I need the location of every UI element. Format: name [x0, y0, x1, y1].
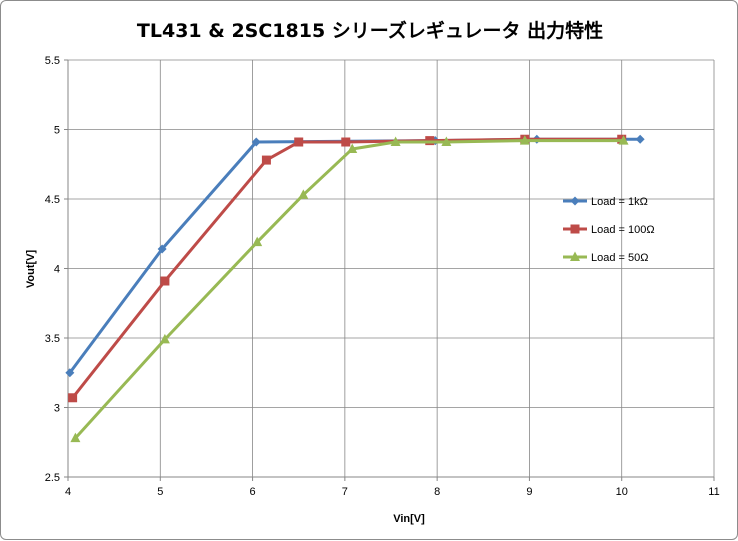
data-point [159, 333, 170, 344]
x-tick-label: 6 [250, 486, 256, 498]
data-point [519, 135, 530, 145]
data-point [251, 137, 261, 147]
data-point [65, 368, 75, 378]
x-tick-label: 9 [526, 486, 532, 498]
legend-label: Load = 1kΩ [591, 196, 648, 208]
y-tick-label: 4.5 [45, 194, 60, 206]
legend-triangle-marker [570, 251, 580, 261]
y-tick-label: 3.5 [45, 333, 60, 345]
series-layer [65, 134, 645, 443]
data-point [298, 189, 309, 199]
y-tick-label: 4 [54, 264, 60, 276]
y-tick-labels: 2.5 3 3.5 4 4.5 5 5.5 [45, 55, 60, 484]
data-point [252, 236, 263, 247]
x-tick-label: 5 [157, 486, 163, 498]
x-tick-labels: 4 5 6 7 8 9 10 11 [65, 486, 720, 498]
data-point [294, 137, 304, 147]
y-tick-label: 5 [54, 125, 60, 137]
data-point [68, 393, 78, 403]
legend-label: Load = 50Ω [591, 252, 648, 264]
data-point [70, 432, 81, 443]
data-point [261, 155, 271, 165]
legend-diamond-marker [570, 196, 580, 206]
data-point [347, 143, 358, 153]
y-tick-label: 3 [54, 403, 60, 415]
data-point [618, 135, 629, 145]
data-point [157, 244, 167, 254]
series-3 [70, 135, 629, 443]
x-tick-label: 10 [616, 486, 628, 498]
data-point [441, 136, 452, 147]
x-tick-label: 8 [434, 486, 440, 498]
y-axis-label: Vout[V] [25, 250, 37, 289]
y-tick-label: 2.5 [45, 472, 60, 484]
data-point [390, 136, 401, 147]
legend-item: Load = 50Ω [563, 251, 648, 264]
chart-title: TL431 & 2SC1815 シリーズレギュレータ 出力特性 [137, 19, 603, 42]
y-tick-label: 5.5 [45, 55, 60, 67]
legend-item: Load = 100Ω [563, 224, 655, 236]
axes [64, 59, 715, 481]
x-tick-label: 4 [65, 486, 71, 498]
x-tick-label: 11 [708, 486, 719, 498]
x-tick-label: 7 [342, 486, 348, 498]
legend-label: Load = 100Ω [591, 224, 655, 236]
legend: Load = 1kΩ Load = 100Ω Load = 50Ω [563, 196, 655, 264]
data-point [160, 276, 170, 286]
data-point [635, 134, 645, 144]
data-point [341, 137, 351, 147]
legend-item: Load = 1kΩ [563, 196, 648, 208]
legend-square-marker [570, 224, 580, 234]
x-axis-label: Vin[V] [393, 513, 425, 525]
